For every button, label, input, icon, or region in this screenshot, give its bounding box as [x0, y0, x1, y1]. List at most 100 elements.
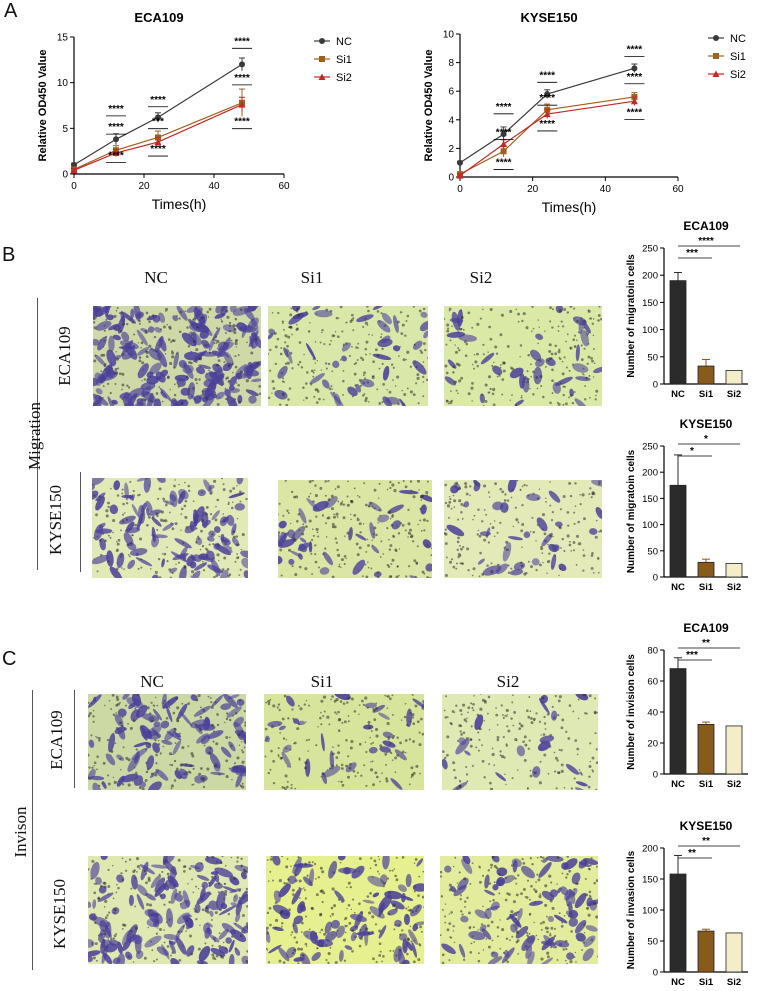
invasion-bracket [32, 690, 33, 970]
pore-dot [488, 325, 491, 329]
pore-dot [226, 567, 230, 571]
pore-dot [200, 316, 204, 320]
pore-dot [464, 485, 468, 489]
stained-cell [92, 916, 110, 928]
pore-dot [281, 380, 285, 383]
stained-cell [401, 893, 406, 903]
pore-dot [173, 759, 177, 763]
pore-dot [190, 952, 194, 956]
data-point-nc [71, 161, 77, 168]
stained-cell [189, 865, 201, 870]
pore-dot [315, 893, 319, 897]
pore-dot [588, 765, 592, 768]
pore-dot [423, 572, 426, 575]
micrograph-background [264, 694, 424, 790]
stained-cell [293, 915, 304, 925]
pore-dot [305, 382, 308, 385]
pore-dot [140, 346, 142, 349]
pore-dot [386, 388, 388, 391]
stained-cell [525, 945, 533, 959]
pore-dot [169, 954, 172, 957]
pore-dot [530, 363, 532, 366]
pore-dot [141, 361, 145, 365]
pore-dot [210, 705, 214, 709]
pore-dot [368, 333, 370, 336]
stained-cell [272, 926, 284, 932]
pore-dot [292, 717, 295, 720]
pore-dot [143, 870, 146, 873]
pore-dot [334, 711, 337, 714]
series-line-nc [459, 67, 635, 164]
pore-dot [373, 718, 377, 722]
pore-dot [287, 878, 290, 881]
pore-dot [496, 375, 499, 378]
pore-dot [145, 770, 149, 774]
stained-cell [219, 516, 228, 527]
pore-dot [524, 896, 527, 898]
stained-cell [382, 856, 390, 870]
pore-dot [163, 903, 166, 906]
pore-dot [459, 544, 461, 547]
pore-dot [206, 856, 209, 858]
pore-dot [597, 557, 599, 559]
pore-dot [391, 869, 394, 872]
pore-dot [379, 556, 382, 558]
stained-cell [379, 746, 391, 753]
pore-dot [577, 520, 580, 524]
pore-dot [446, 928, 450, 932]
pore-dot [291, 952, 295, 955]
pore-dot [216, 402, 220, 406]
stained-cell [105, 365, 115, 379]
pore-dot [538, 326, 540, 328]
pore-dot [332, 515, 337, 519]
stained-cell [414, 921, 424, 926]
pore-dot [456, 540, 460, 544]
pore-dot [292, 537, 296, 540]
pore-dot [145, 873, 148, 875]
pore-dot [102, 353, 106, 357]
stained-cell [193, 307, 206, 324]
pore-dot [464, 900, 467, 903]
pore-dot [533, 719, 536, 722]
stained-cell [487, 956, 503, 964]
stained-cell [109, 504, 118, 515]
pore-dot [421, 895, 424, 899]
pore-dot [487, 375, 492, 379]
pore-dot [296, 727, 300, 731]
pore-dot [587, 785, 591, 789]
pore-dot [515, 882, 518, 885]
pore-dot [386, 695, 388, 698]
pore-dot [372, 957, 375, 961]
stained-cell [408, 929, 418, 945]
panel-letter-a: A [4, 0, 18, 22]
pore-dot [323, 710, 326, 713]
pore-dot [349, 885, 352, 889]
pore-dot [92, 715, 95, 718]
pore-dot [204, 942, 207, 945]
pore-dot [580, 344, 583, 347]
pore-dot [112, 937, 116, 940]
pore-dot [258, 392, 261, 395]
pore-dot [405, 575, 408, 578]
pore-dot [384, 752, 388, 756]
pore-dot [353, 514, 357, 517]
pore-dot [593, 348, 595, 350]
pore-dot [543, 715, 546, 719]
pore-dot [526, 931, 529, 935]
pore-dot [478, 534, 482, 538]
pore-dot [334, 488, 337, 490]
pore-dot [215, 742, 219, 746]
stained-cell [520, 865, 536, 879]
pore-dot [232, 371, 234, 374]
pore-dot [111, 694, 115, 697]
pore-dot [268, 353, 270, 355]
pore-dot [420, 930, 423, 933]
stained-cell [168, 940, 176, 954]
pore-dot [555, 787, 558, 790]
significance-mark: **** [539, 93, 555, 104]
pore-dot [466, 896, 469, 900]
pore-dot [137, 342, 140, 344]
pore-dot [120, 529, 122, 532]
pore-dot [335, 764, 338, 767]
pore-dot [417, 958, 421, 962]
